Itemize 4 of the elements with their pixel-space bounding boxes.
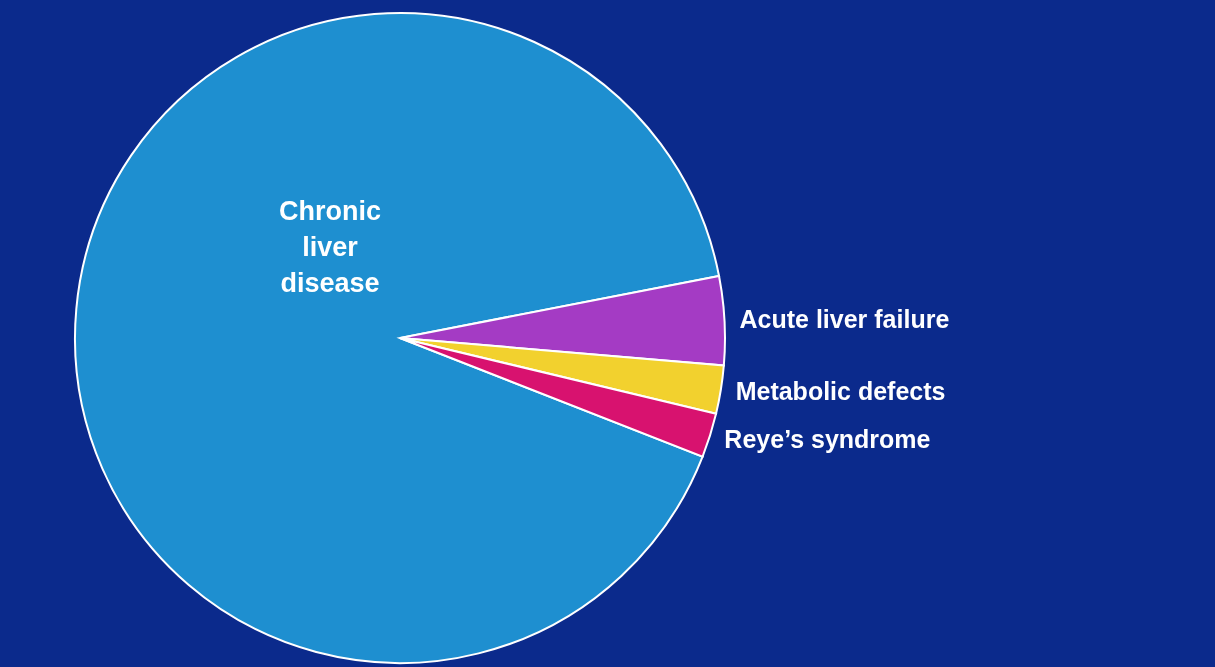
slice-label: Acute liver failure	[739, 304, 950, 333]
slice-label: Chronic liver disease	[278, 196, 382, 298]
slice-label: Reye’s syndrome	[724, 424, 931, 453]
slice-label: Metabolic defects	[735, 377, 946, 406]
